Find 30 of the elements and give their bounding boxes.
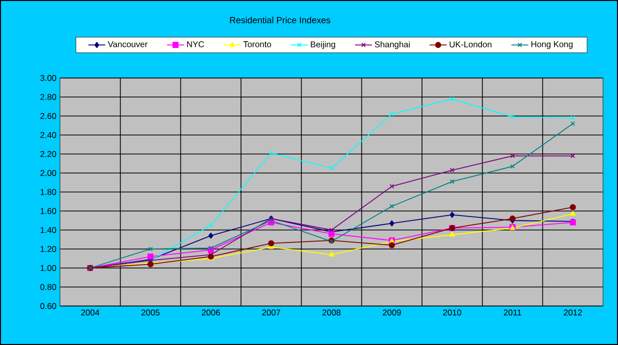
y-tick-label: 1.20 bbox=[40, 246, 56, 252]
y-tick-label: 1.00 bbox=[40, 265, 56, 271]
y-tick-label: 1.60 bbox=[40, 208, 56, 214]
y-tick-label: 1.80 bbox=[40, 189, 56, 195]
chart-title: Residential Price Indexes bbox=[230, 16, 330, 24]
y-tick-label: 3.00 bbox=[40, 75, 56, 81]
y-tick-label: 2.00 bbox=[40, 170, 56, 176]
x-tick-label: 2006 bbox=[202, 310, 220, 316]
y-tick-label: 1.40 bbox=[40, 227, 56, 233]
y-tick-label: 2.60 bbox=[40, 113, 56, 119]
legend-label: NYC bbox=[187, 41, 204, 48]
legend-label: UK-London bbox=[450, 41, 492, 48]
x-tick-label: 2009 bbox=[382, 310, 401, 316]
legend-label: Shanghai bbox=[374, 41, 410, 50]
y-tick-label: 2.80 bbox=[40, 94, 56, 100]
x-tick-label: 2008 bbox=[322, 310, 341, 316]
y-tick-label: 2.20 bbox=[40, 151, 56, 157]
x-tick-label: 2007 bbox=[262, 310, 280, 316]
x-tick-label: 2012 bbox=[564, 310, 582, 316]
x-tick-label: 2010 bbox=[443, 310, 462, 316]
x-tick-label: 2004 bbox=[81, 310, 100, 316]
legend-label: Toronto bbox=[243, 41, 272, 48]
x-tick-label: 2011 bbox=[504, 310, 522, 316]
y-tick-label: 0.80 bbox=[40, 284, 56, 290]
y-tick-label: 0.60 bbox=[40, 303, 56, 309]
x-tick-label: 2005 bbox=[142, 310, 160, 316]
y-tick-label: 2.40 bbox=[40, 132, 56, 138]
legend-label: Hong Kong bbox=[531, 41, 573, 49]
legend-label: Beijing bbox=[310, 41, 336, 50]
legend-label: Vancouver bbox=[108, 41, 148, 48]
